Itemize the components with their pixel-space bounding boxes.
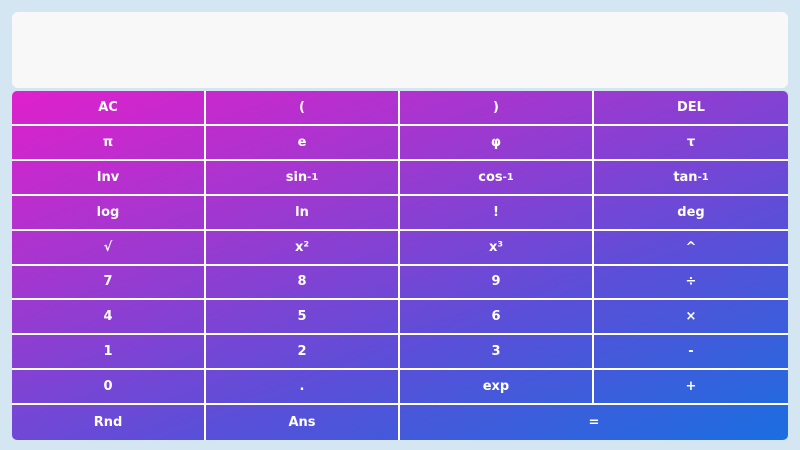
keypad: AC() DEL π e φ τ Inv sin -1 cos -1 tan -1 log ln! deg √ x… — [12, 91, 788, 440]
subtract-button[interactable]: - — [594, 335, 788, 371]
clear-button[interactable]: AC — [12, 91, 206, 126]
log-button[interactable]: log — [12, 195, 206, 231]
decimal-button[interactable]: . — [206, 370, 400, 406]
digit-7-button[interactable]: 7 — [12, 265, 206, 301]
arcsin-button[interactable]: sin -1 — [206, 160, 400, 196]
digit-3-button[interactable]: 3 — [400, 335, 594, 371]
inverse-superscript: -1 — [307, 171, 319, 183]
digit-2-button[interactable]: 2 — [206, 335, 400, 371]
close-paren-button[interactable]: ) — [400, 91, 594, 126]
square-button[interactable]: x² — [206, 230, 400, 266]
add-button[interactable]: + — [594, 370, 788, 406]
digit-0-button[interactable]: 0 — [12, 370, 206, 406]
digit-8-button[interactable]: 8 — [206, 265, 400, 301]
cube-button[interactable]: x³ — [400, 230, 594, 266]
phi-button[interactable]: φ — [400, 125, 594, 161]
multiply-button[interactable]: × — [594, 300, 788, 336]
inverse-button[interactable]: Inv — [12, 160, 206, 196]
pi-button[interactable]: π — [12, 125, 206, 161]
calculator-display — [12, 12, 788, 88]
tau-button[interactable]: τ — [594, 126, 788, 161]
equals-button[interactable]: = — [588, 415, 600, 431]
digit-4-button[interactable]: 4 — [12, 300, 206, 336]
exp-button[interactable]: exp — [400, 370, 594, 406]
sqrt-button[interactable]: √ — [12, 230, 206, 266]
open-paren-button[interactable]: ( — [206, 91, 400, 126]
degrees-button[interactable]: deg — [594, 196, 788, 231]
inverse-superscript: -1 — [697, 171, 709, 183]
inverse-superscript: -1 — [502, 171, 514, 183]
arctan-button[interactable]: tan -1 — [594, 161, 788, 196]
factorial-button[interactable]: ! — [400, 195, 594, 231]
digit-5-button[interactable]: 5 — [206, 300, 400, 336]
delete-button[interactable]: DEL — [594, 91, 788, 126]
random-button[interactable]: Rnd — [12, 405, 206, 440]
divide-button[interactable]: ÷ — [594, 266, 788, 301]
digit-9-button[interactable]: 9 — [400, 265, 594, 301]
power-button[interactable]: ^ — [594, 231, 788, 266]
digit-1-button[interactable]: 1 — [12, 335, 206, 371]
ln-button[interactable]: ln — [206, 195, 400, 231]
answer-button[interactable]: Ans — [206, 405, 400, 440]
arccos-button[interactable]: cos -1 — [400, 160, 594, 196]
e-button[interactable]: e — [206, 125, 400, 161]
digit-6-button[interactable]: 6 — [400, 300, 594, 336]
